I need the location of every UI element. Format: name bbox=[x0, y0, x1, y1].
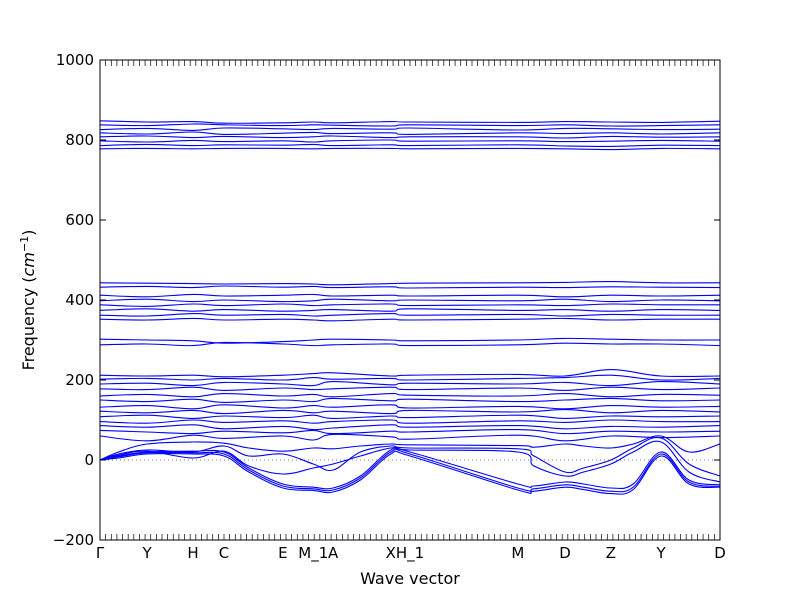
phonon-branch-8 bbox=[100, 281, 720, 286]
x-tick-label: D bbox=[714, 544, 726, 562]
y-axis-ticks: −200 0 200 400 600 800 1000 bbox=[53, 51, 720, 549]
x-tick-label: A bbox=[328, 544, 339, 562]
phonon-branch-20 bbox=[100, 381, 720, 387]
phonon-branch-32 bbox=[100, 436, 720, 477]
x-axis-label: Wave vector bbox=[360, 569, 460, 588]
y-tick-label: 200 bbox=[65, 371, 94, 389]
x-tick-label: Z bbox=[606, 544, 616, 562]
x-tick-label: Y bbox=[656, 544, 667, 562]
x-axis-ticks: Γ Y H C E M_1 A X H_1 M D Z Y D bbox=[96, 544, 726, 563]
x-tick-label: Y bbox=[142, 544, 153, 562]
x-tick-label: H_1 bbox=[396, 544, 424, 563]
phonon-branch-7 bbox=[100, 147, 720, 151]
phonon-branch-9 bbox=[100, 285, 720, 289]
phonon-branch-2 bbox=[100, 127, 720, 131]
phonon-branch-18 bbox=[100, 369, 720, 378]
phonon-branch-16 bbox=[100, 337, 720, 344]
phonon-branch-3 bbox=[100, 131, 720, 135]
y-tick-label: 800 bbox=[65, 131, 94, 149]
y-tick-label: 0 bbox=[84, 451, 94, 469]
y-tick-label: 400 bbox=[65, 291, 94, 309]
dispersion-branches bbox=[100, 120, 720, 495]
x-tick-label: Γ bbox=[96, 544, 105, 562]
y-tick-label: −200 bbox=[53, 531, 94, 549]
phonon-branch-22 bbox=[100, 393, 720, 398]
y-tick-label: 600 bbox=[65, 211, 94, 229]
phonon-branch-21 bbox=[100, 386, 720, 391]
phonon-branch-10 bbox=[100, 293, 720, 298]
phonon-branch-34 bbox=[100, 446, 720, 490]
y-axis-label-open-paren: ( bbox=[19, 276, 38, 282]
phonon-branch-14 bbox=[100, 313, 720, 317]
phonon-branch-1 bbox=[100, 123, 720, 127]
x-tick-label: M bbox=[511, 544, 524, 562]
x-tick-label: H bbox=[187, 544, 198, 562]
phonon-branch-15 bbox=[100, 317, 720, 322]
phonon-branch-17 bbox=[100, 341, 720, 347]
phonon-branch-29 bbox=[100, 429, 720, 435]
phonon-branch-6 bbox=[100, 143, 720, 147]
y-axis-label-unit: cm bbox=[19, 252, 38, 276]
phonon-branch-23 bbox=[100, 397, 720, 403]
phonon-branch-25 bbox=[100, 409, 720, 415]
y-tick-label: 1000 bbox=[56, 51, 94, 69]
x-tick-label: M_1 bbox=[298, 544, 328, 563]
phonon-branch-35 bbox=[100, 448, 720, 493]
phonon-branch-13 bbox=[100, 308, 720, 312]
x-tick-label: E bbox=[278, 544, 287, 562]
phonon-branch-28 bbox=[100, 424, 720, 431]
phonon-branch-27 bbox=[100, 419, 720, 424]
x-tick-label: D bbox=[559, 544, 571, 562]
phonon-branch-4 bbox=[100, 135, 720, 139]
high-symmetry-lines bbox=[99, 60, 721, 540]
y-axis-label-close-paren: ) bbox=[19, 230, 38, 236]
y-axis-label-unit-exponent: −1 bbox=[18, 236, 31, 252]
y-axis-label: Frequency (cm−1) bbox=[18, 230, 38, 371]
phonon-branch-31 bbox=[100, 435, 720, 461]
x-tick-label: X bbox=[386, 544, 396, 562]
phonon-branch-5 bbox=[100, 139, 720, 143]
phonon-branch-24 bbox=[100, 404, 720, 410]
y-axis-label-text: Frequency bbox=[19, 288, 38, 371]
phonon-branch-36 bbox=[100, 450, 720, 495]
phonon-branch-19 bbox=[100, 374, 720, 381]
phonon-branch-26 bbox=[100, 414, 720, 419]
phonon-branch-30 bbox=[100, 433, 720, 442]
phonon-branch-11 bbox=[100, 298, 720, 303]
phonon-branch-12 bbox=[100, 303, 720, 307]
phonon-branch-33 bbox=[100, 440, 720, 483]
phonon-branch-0 bbox=[100, 120, 720, 124]
x-tick-label: C bbox=[219, 544, 229, 562]
